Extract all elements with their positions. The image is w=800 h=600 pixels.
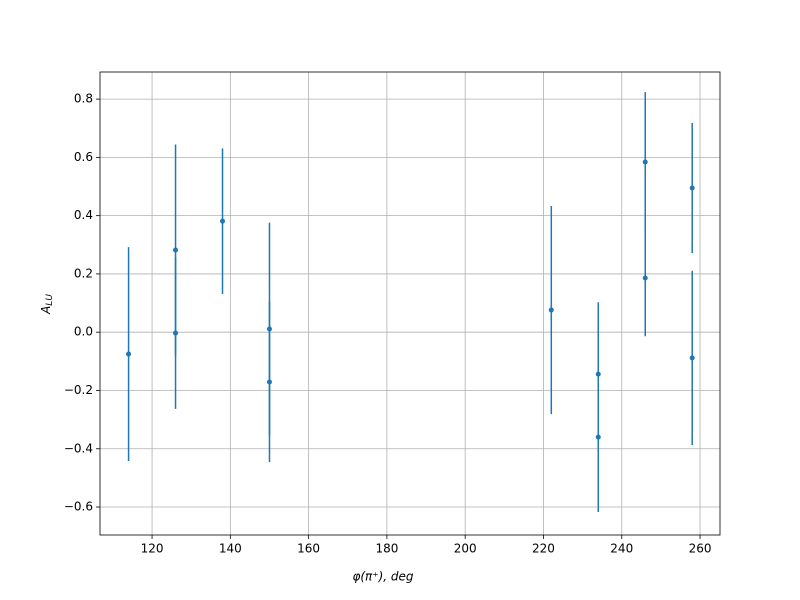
data-point [642, 275, 648, 281]
data-point [642, 159, 648, 165]
x-tick-label: 240 [610, 542, 633, 556]
data-point [595, 434, 601, 440]
data-point [266, 379, 272, 385]
y-axis-label-sub: LU [45, 294, 55, 306]
data-point [689, 355, 695, 361]
y-tick-label: 0.0 [74, 325, 93, 339]
data-point [173, 330, 179, 336]
x-tick-label: 180 [375, 542, 398, 556]
x-tick-label: 160 [297, 542, 320, 556]
y-tick-label: −0.4 [64, 441, 93, 455]
y-tick-label: 0.4 [74, 208, 93, 222]
plot-frame [99, 71, 721, 536]
x-axis-label: φ(π⁺), deg [352, 570, 413, 584]
y-tick-label: 0.6 [74, 150, 93, 164]
data-point [173, 247, 179, 253]
y-tick-label: 0.8 [74, 92, 93, 106]
y-axis-label-main: A [39, 306, 53, 315]
x-tick-label: 140 [219, 542, 242, 556]
data-point [126, 351, 132, 357]
data-point [220, 218, 226, 224]
x-tick-label: 260 [689, 542, 712, 556]
y-tick-label: 0.2 [74, 266, 93, 280]
x-tick-label: 120 [141, 542, 164, 556]
y-axis-label: ALU [39, 294, 55, 315]
data-point [548, 307, 554, 313]
x-tick-label: 220 [532, 542, 555, 556]
y-tick-label: −0.6 [64, 500, 93, 514]
x-tick-label: 200 [454, 542, 477, 556]
y-tick-label: −0.2 [64, 383, 93, 397]
data-point [689, 185, 695, 191]
